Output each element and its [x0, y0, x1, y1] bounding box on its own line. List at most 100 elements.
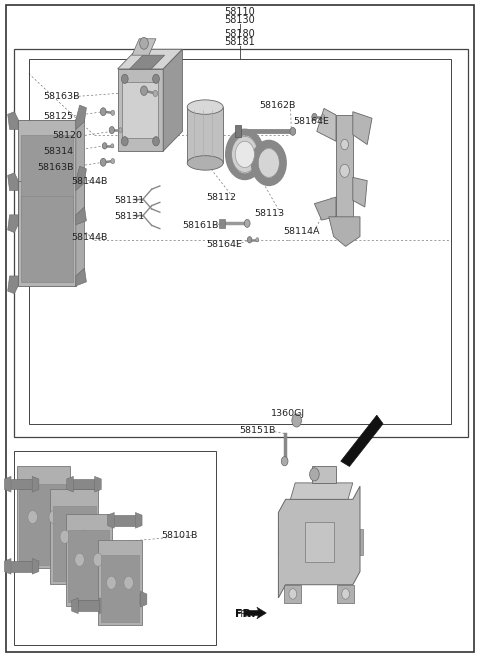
Polygon shape: [312, 466, 336, 483]
Circle shape: [107, 576, 116, 589]
Circle shape: [28, 510, 37, 524]
Circle shape: [100, 108, 106, 116]
Polygon shape: [21, 196, 73, 282]
Circle shape: [140, 37, 148, 49]
Circle shape: [341, 139, 348, 150]
Ellipse shape: [258, 148, 279, 177]
Polygon shape: [76, 268, 86, 286]
Text: 58163B: 58163B: [43, 92, 80, 101]
Circle shape: [292, 414, 301, 427]
Circle shape: [281, 457, 288, 466]
Polygon shape: [68, 530, 109, 602]
Polygon shape: [101, 555, 139, 622]
Polygon shape: [8, 215, 18, 233]
Bar: [14, 49, 468, 437]
Circle shape: [312, 114, 317, 120]
Polygon shape: [317, 108, 336, 141]
Circle shape: [124, 576, 133, 589]
Polygon shape: [21, 135, 73, 221]
Text: 58162B: 58162B: [259, 101, 296, 110]
Polygon shape: [108, 512, 114, 528]
Text: 58130: 58130: [225, 14, 255, 25]
Polygon shape: [32, 476, 39, 492]
Polygon shape: [67, 476, 73, 492]
Polygon shape: [353, 177, 367, 207]
Text: FR.: FR.: [235, 609, 256, 620]
Circle shape: [256, 238, 259, 242]
Text: 58164E: 58164E: [206, 240, 242, 249]
Polygon shape: [118, 49, 182, 69]
Polygon shape: [76, 173, 84, 286]
Polygon shape: [353, 112, 372, 145]
Text: 58163B: 58163B: [37, 163, 74, 172]
Polygon shape: [140, 591, 147, 607]
Polygon shape: [4, 558, 11, 574]
Text: 58131: 58131: [114, 212, 144, 221]
Polygon shape: [278, 529, 285, 555]
Polygon shape: [32, 558, 39, 574]
Polygon shape: [98, 540, 142, 625]
Circle shape: [244, 219, 250, 227]
Circle shape: [289, 589, 297, 599]
Polygon shape: [8, 112, 18, 129]
Polygon shape: [341, 415, 383, 466]
Polygon shape: [76, 166, 86, 191]
Polygon shape: [135, 512, 142, 528]
Ellipse shape: [232, 137, 258, 173]
Text: 58112: 58112: [206, 193, 236, 202]
Polygon shape: [187, 107, 223, 163]
Polygon shape: [130, 55, 165, 69]
Text: 58120: 58120: [52, 131, 82, 141]
Circle shape: [290, 127, 296, 135]
Circle shape: [321, 114, 325, 120]
Circle shape: [109, 127, 114, 133]
Polygon shape: [50, 489, 98, 584]
Polygon shape: [76, 207, 86, 225]
Polygon shape: [290, 483, 353, 499]
Circle shape: [111, 158, 115, 164]
Polygon shape: [11, 479, 32, 489]
Polygon shape: [95, 476, 101, 492]
Text: 1360GJ: 1360GJ: [271, 409, 305, 419]
Polygon shape: [76, 105, 86, 129]
Text: 58151B: 58151B: [239, 426, 276, 436]
Text: FR.: FR.: [235, 610, 250, 619]
Circle shape: [111, 110, 115, 116]
Polygon shape: [11, 561, 32, 572]
Text: 58180: 58180: [225, 29, 255, 39]
Polygon shape: [66, 514, 112, 606]
Text: 58164E: 58164E: [293, 117, 329, 126]
Text: 58144B: 58144B: [71, 233, 108, 242]
Bar: [122, 82, 158, 138]
Polygon shape: [18, 181, 76, 286]
Polygon shape: [8, 276, 18, 294]
Polygon shape: [284, 585, 301, 603]
Text: 58110: 58110: [225, 7, 255, 17]
Polygon shape: [337, 585, 354, 603]
Circle shape: [100, 158, 106, 166]
Text: 58181: 58181: [225, 37, 255, 47]
Text: 58131: 58131: [114, 196, 144, 205]
Polygon shape: [314, 197, 336, 220]
Polygon shape: [119, 594, 140, 604]
Polygon shape: [99, 598, 106, 614]
Bar: [14, 451, 216, 645]
Polygon shape: [114, 515, 135, 526]
Circle shape: [153, 74, 159, 83]
Circle shape: [79, 530, 89, 543]
Text: 58314: 58314: [43, 147, 73, 156]
Ellipse shape: [187, 156, 223, 170]
Polygon shape: [132, 39, 156, 55]
Text: 58114A: 58114A: [283, 227, 320, 236]
Circle shape: [153, 90, 157, 97]
Text: 58113: 58113: [254, 209, 285, 218]
Circle shape: [310, 468, 319, 481]
Text: 58125: 58125: [43, 112, 73, 121]
Polygon shape: [4, 476, 11, 492]
Circle shape: [342, 589, 349, 599]
Circle shape: [340, 164, 349, 177]
Circle shape: [119, 127, 122, 133]
Polygon shape: [78, 600, 99, 611]
Polygon shape: [76, 112, 84, 225]
Polygon shape: [336, 115, 353, 217]
